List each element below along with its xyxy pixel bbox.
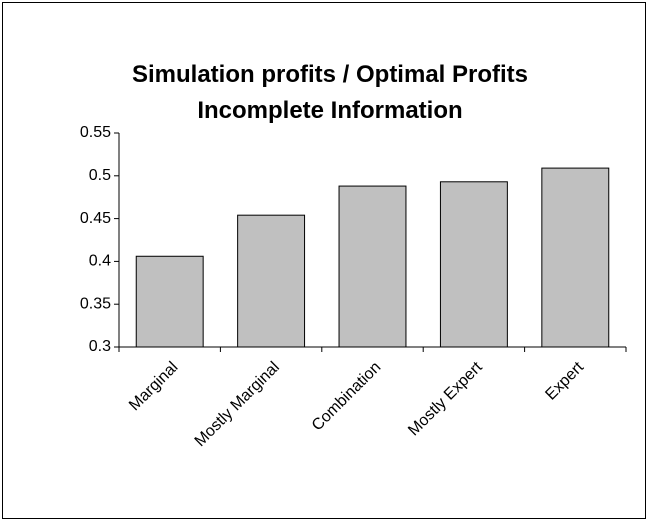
- y-tick-label: 0.45: [80, 210, 111, 227]
- y-tick-label: 0.5: [89, 167, 111, 184]
- y-tick-label: 0.35: [80, 295, 111, 312]
- bar: [237, 214, 306, 348]
- y-tick-label: 0.55: [80, 124, 111, 141]
- bar: [439, 181, 508, 348]
- bar: [338, 185, 407, 348]
- bar: [135, 255, 204, 348]
- y-tick-label: 0.4: [89, 253, 111, 270]
- chart-title: Incomplete Information: [197, 97, 462, 124]
- y-tick-label: 0.3: [89, 338, 111, 355]
- chart-title: Simulation profits / Optimal Profits: [132, 61, 528, 88]
- bar: [541, 167, 610, 348]
